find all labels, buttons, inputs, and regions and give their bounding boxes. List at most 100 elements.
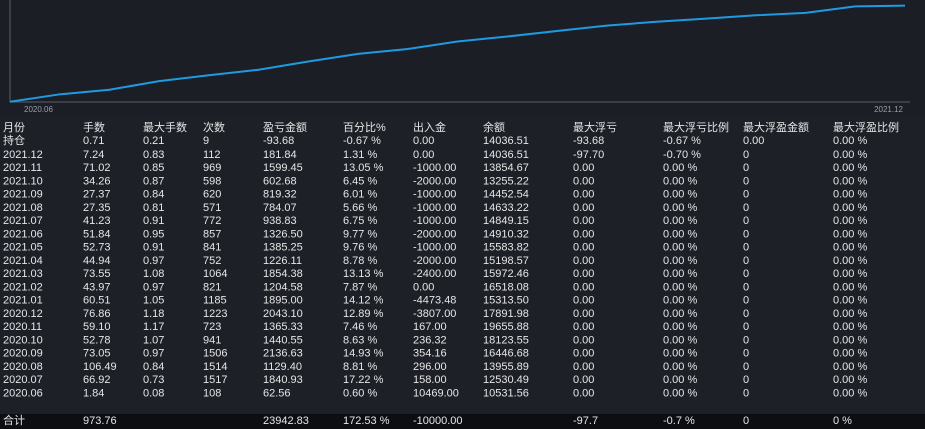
table-cell: 1223	[203, 308, 227, 320]
column-header: 最大浮亏	[573, 120, 617, 134]
column-header: 月份	[3, 121, 25, 134]
table-cell: 0.84	[143, 361, 164, 373]
table-cell: 0	[743, 348, 749, 360]
table-cell: 1.31 %	[343, 149, 377, 161]
table-cell: 10531.56	[483, 387, 529, 399]
table-cell: 0.08	[143, 387, 164, 399]
table-cell: 2043.10	[263, 308, 303, 320]
table-cell: 1840.93	[263, 374, 303, 386]
column-header: 盈亏金额	[263, 120, 307, 134]
table-cell: -0.67 %	[343, 135, 381, 147]
table-cell: -97.70	[573, 149, 604, 161]
table-cell: 938.83	[263, 215, 297, 227]
table-cell: 14910.32	[483, 228, 529, 240]
table-cell: 108	[203, 387, 221, 399]
table-cell: 2021.04	[3, 255, 43, 267]
table-cell: 167.00	[413, 321, 447, 333]
table-cell: 0.00 %	[833, 295, 867, 307]
table-cell: 14452.54	[483, 189, 529, 201]
column-header: 次数	[203, 120, 225, 134]
table-cell: 1599.45	[263, 162, 303, 174]
table-cell: 0.00 %	[833, 321, 867, 333]
table-cell: 841	[203, 242, 221, 254]
table-cell: 17891.98	[483, 308, 529, 320]
table-cell: 1326.50	[263, 228, 303, 240]
table-cell: 12530.49	[483, 374, 529, 386]
table-cell: 112	[203, 149, 221, 161]
table-cell: 0.00	[573, 334, 594, 346]
table-cell: 2021.07	[3, 215, 43, 227]
table-cell: 354.16	[413, 348, 447, 360]
chart-panel	[0, 0, 925, 116]
table-cell: 0	[743, 281, 749, 293]
table-cell: -0.7 %	[663, 415, 695, 427]
table-cell: 0.00 %	[663, 361, 697, 373]
column-header: 最大手数	[143, 120, 187, 134]
table-cell: 0.00	[573, 255, 594, 267]
table-cell: 0.00 %	[833, 162, 867, 174]
table-cell: 784.07	[263, 202, 297, 214]
column-header: 手数	[83, 120, 105, 134]
table-cell: 0	[743, 162, 749, 174]
table-cell: -93.68	[573, 135, 604, 147]
table-cell: 0.00 %	[833, 281, 867, 293]
column-header: 最大浮盈金额	[743, 120, 809, 134]
table-cell: 2021.03	[3, 268, 43, 280]
table-cell: 0.60 %	[343, 387, 377, 399]
table-cell: 0.00	[573, 162, 594, 174]
table-cell: 0.00	[413, 281, 434, 293]
table-cell: 0.00 %	[833, 334, 867, 346]
table-cell: 0.00 %	[833, 361, 867, 373]
table-cell: 13955.89	[483, 361, 529, 373]
table-cell: 772	[203, 215, 221, 227]
table-cell: 0.97	[143, 348, 164, 360]
table-cell: 2021.11	[3, 162, 42, 174]
table-cell: 0.91	[143, 215, 164, 227]
table-cell: 0.00	[573, 348, 594, 360]
table-cell: 0.00 %	[833, 242, 867, 254]
table-cell: 0.00 %	[663, 374, 697, 386]
table-cell: 14.93 %	[343, 348, 384, 360]
table-cell: 0.00 %	[833, 308, 867, 320]
table-cell: 76.86	[83, 308, 111, 320]
table-cell: 0	[743, 415, 749, 427]
column-header: 最大浮盈比例	[833, 120, 899, 134]
table-cell: 0.00 %	[833, 348, 867, 360]
table-cell: 0.00 %	[833, 374, 867, 386]
table-cell: 598	[203, 175, 221, 187]
table-cell: 2021.02	[3, 281, 43, 293]
table-cell: 0.00	[573, 189, 594, 201]
table-cell: 14036.51	[483, 149, 529, 161]
table-cell: 0.83	[143, 149, 164, 161]
table-cell: 0	[743, 334, 749, 346]
table-cell: 0	[743, 202, 749, 214]
table-cell: 0.00 %	[833, 215, 867, 227]
table-cell: 1854.38	[263, 268, 303, 280]
table-cell: 0.00	[573, 374, 594, 386]
table-cell: 62.56	[263, 387, 291, 399]
table-cell: 0	[743, 268, 749, 280]
table-cell: 9	[203, 135, 209, 147]
table-cell: 1440.55	[263, 334, 303, 346]
table-cell: 0.95	[143, 228, 164, 240]
table-cell: 8.63 %	[343, 334, 377, 346]
table-cell: -1000.00	[413, 202, 456, 214]
table-cell: 15583.82	[483, 242, 529, 254]
table-cell: 602.68	[263, 175, 297, 187]
table-cell: -1000.00	[413, 189, 456, 201]
table-cell: 0.00	[573, 202, 594, 214]
table-cell: 0.97	[143, 255, 164, 267]
table-cell: 14849.15	[483, 215, 529, 227]
table-cell: 1895.00	[263, 295, 303, 307]
table-cell: 15198.57	[483, 255, 529, 267]
table-cell: 296.00	[413, 361, 447, 373]
table-cell: 13255.22	[483, 175, 529, 187]
column-header: 余额	[483, 120, 505, 134]
table-cell: 0.85	[143, 162, 164, 174]
table-cell: 1517	[203, 374, 227, 386]
table-cell: -0.70 %	[663, 149, 701, 161]
table-cell: 0.00 %	[663, 228, 697, 240]
table-cell: 44.94	[83, 255, 111, 267]
table-cell: 1385.25	[263, 242, 303, 254]
